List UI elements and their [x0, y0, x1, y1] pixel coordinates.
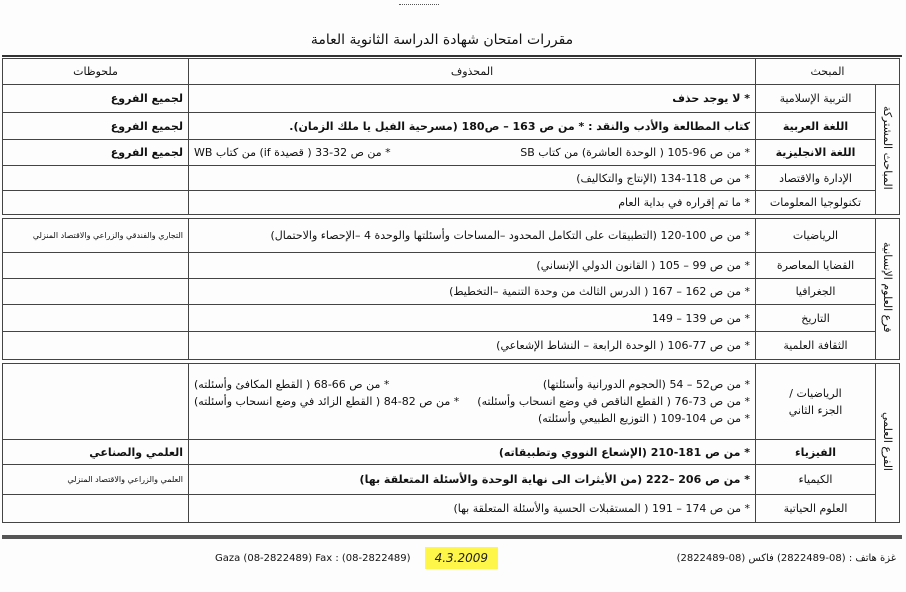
footer-divider	[2, 535, 902, 539]
footer-contact-ar: غزة هاتف : (08-2822489) فاكس (08-2822489…	[676, 552, 896, 564]
table-row: الجغرافيا * من ص 162 – 167 ( الدرس الثال…	[2, 278, 900, 305]
subject: تكنولوجيا المعلومات	[755, 190, 876, 215]
subject: التربية الإسلامية	[755, 84, 876, 113]
subject: الرياضيات	[755, 218, 876, 253]
group-common: المباحث المشتركة	[875, 84, 900, 215]
deleted: * من ص 174 – 191 ( المستقبلات الحسية وال…	[188, 494, 756, 523]
header-notes: ملحوظات	[2, 58, 189, 85]
subject: التاريخ	[755, 304, 876, 332]
divider	[2, 55, 902, 57]
subject-line: الجزء الثاني	[788, 403, 843, 417]
footer: Gaza (08-2822489) Fax : (08-2822489) 4.3…	[2, 545, 902, 571]
group-science: الفرع العلمي	[875, 363, 900, 523]
deleted: * من ص 100-120 (التطبيقات على التكامل ال…	[188, 218, 756, 253]
subject: الفيزياء	[755, 439, 876, 465]
group-label: المباحث المشتركة	[881, 105, 894, 190]
notes: العلمي والزراعي والاقتصاد المنزلي	[2, 464, 189, 495]
deleted: * من ص 162 – 167 ( الدرس الثالث من وحدة …	[188, 278, 756, 305]
deleted: * من ص52 – 54 (الحجوم الدورانية وأسئلتها…	[542, 378, 750, 391]
notes	[2, 304, 189, 332]
header-subject: المبحث	[755, 58, 900, 85]
table-row: الإدارة والاقتصاد * من ص 118-134 (الإنتا…	[2, 165, 900, 191]
subject: الثقافة العلمية	[755, 331, 876, 360]
deleted: * من ص 77-106 ( الوحدة الرابعة – النشاط …	[188, 331, 756, 360]
notes	[2, 190, 189, 215]
header-deleted: المحذوف	[188, 58, 756, 85]
handwritten-date: 4.3.2009	[424, 547, 498, 569]
subject: القضايا المعاصرة	[755, 252, 876, 279]
deleted: * ما تم إقراره في بداية العام	[188, 190, 756, 215]
notes	[2, 278, 189, 305]
deleted: * من ص 118-134 (الإنتاج والتكاليف)	[188, 165, 756, 191]
subject: الجغرافيا	[755, 278, 876, 305]
page-title: مقررات امتحان شهادة الدراسة الثانوية الع…	[310, 32, 574, 48]
table-row: التاريخ * من ص 139 – 149	[2, 304, 900, 332]
table-row: تكنولوجيا المعلومات * ما تم إقراره في بد…	[2, 190, 900, 215]
notes: لجميع الفروع	[2, 112, 189, 140]
notes: لجميع الفروع	[2, 139, 189, 166]
header-row: المبحث المحذوف ملحوظات	[2, 58, 900, 85]
deleted: * من ص 66-68 ( القطع المكافئ وأسئلته)	[194, 378, 390, 391]
table-row: فرع العلوم الإنسانية الرياضيات * من ص 10…	[2, 218, 900, 360]
notes	[2, 165, 189, 191]
deleted: * من ص 99 – 105 ( القانون الدولي الإنسان…	[188, 252, 756, 279]
notes: لجميع الفروع	[2, 84, 189, 113]
deleted: * من ص 73-76 ( القطع الناقص في وضع انسحا…	[477, 395, 750, 408]
table-row: الثقافة العلمية * من ص 77-106 ( الوحدة ا…	[2, 331, 900, 360]
deleted: * من ص 82-84 ( القطع الزائد في وضع انسحا…	[194, 395, 460, 408]
notes	[2, 331, 189, 360]
group-humanities: فرع العلوم الإنسانية	[875, 218, 900, 360]
deleted: * من ص 104-109 ( التوزيع الطبيعي وأسئلته…	[537, 412, 750, 425]
deleted: * من ص 32-33 ( قصيدة if) من كتاب WB	[194, 146, 391, 159]
table-row: اللغة الانجليزية * من ص 96-105 ( الوحدة …	[2, 139, 900, 166]
notes: التجاري والفندقي والزراعي والاقتصاد المن…	[2, 218, 189, 253]
table-row: العلوم الحياتية * من ص 174 – 191 ( المست…	[2, 494, 900, 523]
subject: العلوم الحياتية	[755, 494, 876, 523]
subject: الرياضيات / الجزء الثاني	[755, 363, 876, 440]
notes	[2, 252, 189, 279]
deleted: * من ص 96-105 ( الوحدة العاشرة) من كتاب …	[520, 146, 750, 159]
deleted-cell: * من ص52 – 54 (الحجوم الدورانية وأسئلتها…	[188, 363, 756, 440]
subject: الإدارة والاقتصاد	[755, 165, 876, 191]
deleted: * من ص 181-210 (الإشعاع النووي وتطبيقاته…	[188, 439, 756, 465]
footer-contact-en: Gaza (08-2822489) Fax : (08-2822489)	[215, 552, 411, 564]
table-row: الفرع العلمي الرياضيات / الجزء الثاني * م…	[2, 363, 900, 523]
table-row: الكيمياء * من ص 206 –222 (من الأيثرات ال…	[2, 464, 900, 495]
table-row: المباحث المشتركة التربية الإسلامية * لا …	[2, 84, 900, 215]
table-row: اللغة العربية كتاب المطالعة والأدب والنق…	[2, 112, 900, 140]
deleted: كتاب المطالعة والأدب والنقد : * من ص 163…	[188, 112, 756, 140]
table-row: القضايا المعاصرة * من ص 99 – 105 ( القان…	[2, 252, 900, 279]
group-label: الفرع العلمي	[881, 411, 894, 471]
deleted-cell: * من ص 96-105 ( الوحدة العاشرة) من كتاب …	[188, 139, 756, 166]
syllabus-table: المبحث المحذوف ملحوظات المباحث المشتركة …	[2, 58, 900, 523]
subject: اللغة الانجليزية	[755, 139, 876, 166]
notes	[2, 363, 189, 440]
subject: اللغة العربية	[755, 112, 876, 140]
group-label: فرع العلوم الإنسانية	[881, 241, 894, 333]
deleted: * من ص 139 – 149	[188, 304, 756, 332]
page: مقررات امتحان شهادة الدراسة الثانوية الع…	[2, 0, 902, 571]
top-mark	[399, 0, 439, 5]
subject: الكيمياء	[755, 464, 876, 495]
deleted: * من ص 206 –222 (من الأيثرات الى نهاية ا…	[188, 464, 756, 495]
notes	[2, 494, 189, 523]
deleted: * لا يوجد حذف	[188, 84, 756, 113]
subject-line: الرياضيات /	[789, 386, 842, 400]
table-row: الفيزياء * من ص 181-210 (الإشعاع النووي …	[2, 439, 900, 465]
notes: العلمي والصناعي	[2, 439, 189, 465]
